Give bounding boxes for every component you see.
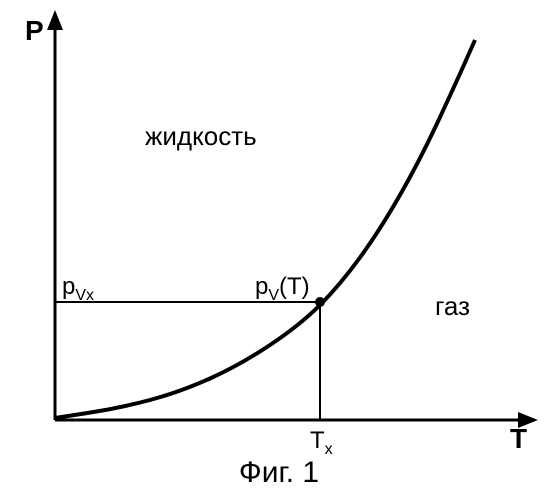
figure-caption: Фиг. 1 (0, 456, 558, 490)
t-x-label: Tx (310, 427, 333, 458)
y-axis-label: P (25, 15, 44, 46)
vapor-pressure-curve (55, 40, 475, 418)
x-axis-label: T (510, 423, 527, 454)
p-v-of-t-label: pV(T) (255, 273, 310, 304)
gas-region-label: газ (435, 291, 470, 321)
diagram-svg: P T жидкость газ pVx pV(T) Tx (0, 0, 558, 500)
phase-diagram: P T жидкость газ pVx pV(T) Tx Фиг. 1 (0, 0, 558, 500)
p-vx-label: pVx (62, 273, 94, 304)
curve-marker-point (315, 297, 325, 307)
y-axis-arrow (47, 10, 63, 30)
liquid-region-label: жидкость (145, 121, 257, 151)
